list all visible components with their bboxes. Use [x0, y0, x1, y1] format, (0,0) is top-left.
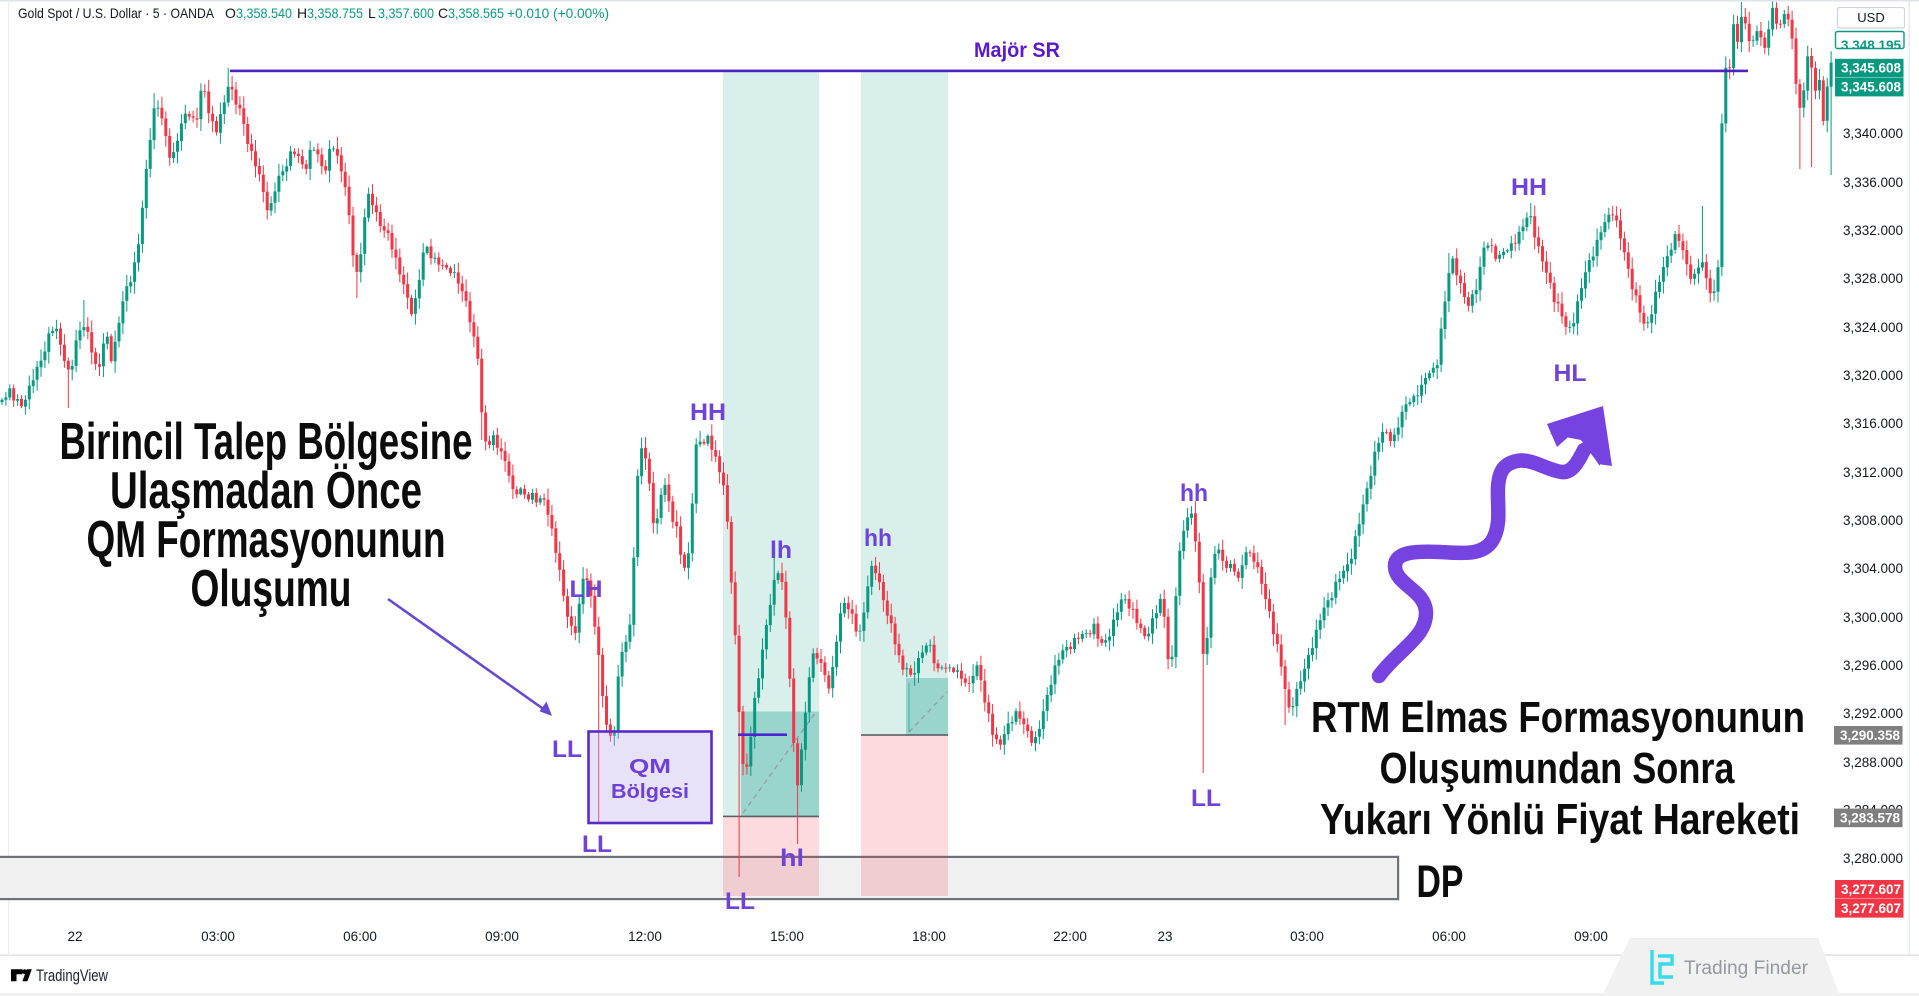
svg-text:18:00: 18:00 [912, 929, 946, 944]
svg-text:LL: LL [582, 831, 612, 858]
svg-text:09:00: 09:00 [485, 929, 519, 944]
svg-text:H: H [297, 5, 307, 21]
svg-text:hh: hh [864, 525, 892, 552]
svg-text:22:00: 22:00 [1053, 929, 1087, 944]
svg-text:3,358.755: 3,358.755 [307, 5, 363, 21]
svg-text:Majör SR: Majör SR [974, 39, 1060, 62]
svg-text:3,358.540: 3,358.540 [236, 5, 292, 21]
svg-text:3,312.000: 3,312.000 [1843, 465, 1903, 480]
svg-text:Oluşumundan Sonra: Oluşumundan Sonra [1380, 744, 1735, 793]
svg-text:+0.010 (+0.00%): +0.010 (+0.00%) [507, 5, 609, 21]
svg-text:TradingView: TradingView [36, 967, 108, 985]
svg-text:HH: HH [1511, 174, 1547, 201]
svg-text:3,308.000: 3,308.000 [1843, 513, 1903, 528]
svg-text:3,345.608: 3,345.608 [1841, 61, 1902, 76]
svg-text:12:00: 12:00 [628, 929, 662, 944]
svg-text:3,358.565: 3,358.565 [448, 5, 504, 21]
svg-text:3,357.600: 3,357.600 [378, 5, 434, 21]
svg-text:3,290.358: 3,290.358 [1840, 728, 1901, 743]
svg-text:L: L [368, 5, 376, 21]
svg-text:09:00: 09:00 [1574, 929, 1608, 944]
svg-text:3,336.000: 3,336.000 [1843, 175, 1903, 190]
svg-text:03:00: 03:00 [201, 929, 235, 944]
svg-text:O: O [225, 5, 236, 21]
svg-text:03:00: 03:00 [1290, 929, 1324, 944]
svg-text:hh: hh [1180, 480, 1208, 507]
svg-text:hl: hl [780, 845, 804, 872]
svg-text:3,348.195: 3,348.195 [1841, 38, 1902, 53]
svg-text:06:00: 06:00 [1432, 929, 1466, 944]
svg-text:3,320.000: 3,320.000 [1843, 368, 1903, 383]
svg-text:3,300.000: 3,300.000 [1843, 610, 1903, 625]
svg-text:3,304.000: 3,304.000 [1843, 561, 1903, 576]
svg-text:3,324.000: 3,324.000 [1843, 320, 1903, 335]
svg-text:Gold Spot / U.S. Dollar · 5 ·: Gold Spot / U.S. Dollar · 5 · OANDA [18, 5, 215, 21]
svg-text:USD: USD [1857, 10, 1884, 25]
svg-text:3,277.607: 3,277.607 [1841, 901, 1901, 916]
svg-text:Trading Finder: Trading Finder [1684, 958, 1809, 979]
svg-text:3,283.578: 3,283.578 [1840, 811, 1901, 826]
svg-text:QM: QM [629, 756, 671, 778]
svg-text:3,345.608: 3,345.608 [1841, 80, 1902, 95]
svg-text:Birincil Talep Bölgesine: Birincil Talep Bölgesine [60, 413, 473, 471]
svg-text:15:00: 15:00 [770, 929, 804, 944]
svg-text:Yukarı Yönlü Fiyat Hareketi: Yukarı Yönlü Fiyat Hareketi [1320, 795, 1800, 844]
svg-text:06:00: 06:00 [343, 929, 377, 944]
svg-text:3,296.000: 3,296.000 [1843, 658, 1903, 673]
svg-text:3,328.000: 3,328.000 [1843, 271, 1903, 286]
svg-text:DP: DP [1417, 856, 1464, 907]
svg-text:LL: LL [1191, 785, 1221, 812]
svg-text:3,340.000: 3,340.000 [1843, 126, 1903, 141]
svg-text:3,280.000: 3,280.000 [1843, 851, 1903, 866]
svg-text:C: C [438, 5, 448, 21]
svg-text:QM Formasyonunun: QM Formasyonunun [87, 511, 446, 569]
svg-text:3,288.000: 3,288.000 [1843, 755, 1903, 770]
svg-text:Oluşumu: Oluşumu [191, 560, 352, 618]
svg-text:Bölgesi: Bölgesi [611, 781, 689, 803]
svg-text:LL: LL [552, 736, 582, 763]
svg-text:LL: LL [725, 888, 755, 915]
svg-text:3,292.000: 3,292.000 [1843, 706, 1903, 721]
svg-text:HL: HL [1554, 360, 1587, 387]
svg-text:3,332.000: 3,332.000 [1843, 223, 1903, 238]
svg-text:LH: LH [570, 576, 603, 603]
svg-text:HH: HH [690, 399, 726, 426]
svg-text:22: 22 [67, 929, 82, 944]
svg-text:3,277.607: 3,277.607 [1841, 882, 1901, 897]
svg-text:lh: lh [770, 537, 792, 564]
svg-text:RTM Elmas Formasyonunun: RTM Elmas Formasyonunun [1311, 693, 1805, 742]
svg-text:3,316.000: 3,316.000 [1843, 416, 1903, 431]
svg-text:23: 23 [1157, 929, 1172, 944]
svg-text:Ulaşmadan Önce: Ulaşmadan Önce [110, 462, 422, 520]
